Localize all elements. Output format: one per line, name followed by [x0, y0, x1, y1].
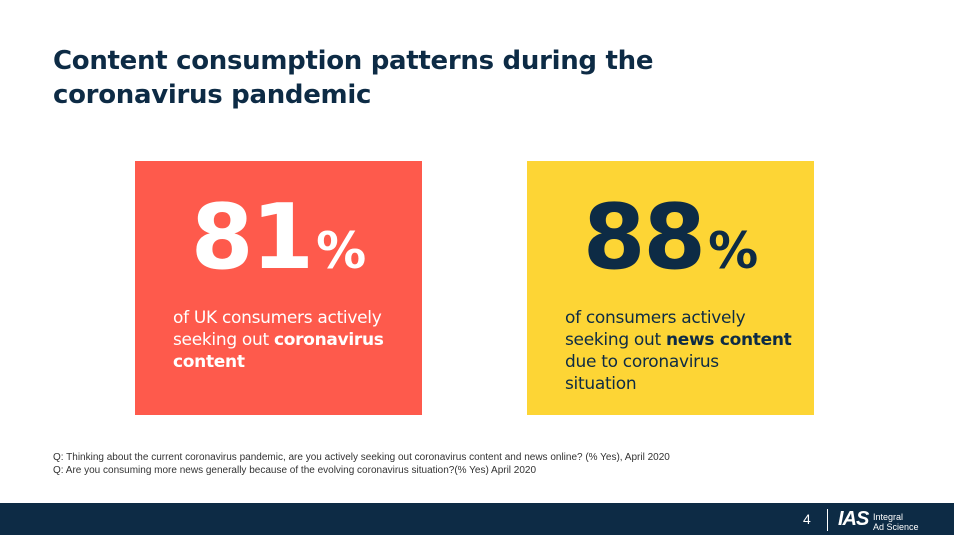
stat-description: of UK consumers actively seeking out cor… — [173, 307, 403, 373]
footer-divider — [827, 509, 828, 531]
stat-value: 81% — [135, 193, 422, 283]
stat-number: 88 — [582, 185, 706, 290]
ias-logo-icon: IAS — [838, 508, 869, 530]
logo-line-1: Integral — [873, 512, 904, 522]
stat-unit: % — [708, 222, 759, 280]
footnote-2: Q: Are you consuming more news generally… — [53, 465, 537, 476]
ias-logo-text: Integral Ad Science — [873, 512, 919, 532]
logo-line-2: Ad Science — [873, 522, 919, 532]
stat-number: 81 — [190, 185, 314, 290]
stat-unit: % — [316, 222, 367, 280]
page-title: Content consumption patterns during the … — [53, 46, 654, 110]
desc-highlight: coronavirus content — [173, 330, 384, 372]
footnote-1: Q: Thinking about the current coronaviru… — [53, 452, 670, 463]
stat-value: 88% — [527, 193, 814, 283]
stat-card-news-content: 88% of consumers actively seeking out ne… — [527, 161, 814, 415]
desc-text-end: due to coronavirus situation — [565, 352, 719, 394]
desc-highlight: news content — [665, 330, 792, 350]
page-number: 4 — [803, 511, 811, 527]
desc-text: of consumers actively seeking out — [565, 308, 746, 350]
stat-card-uk-coronavirus-content: 81% of UK consumers actively seeking out… — [135, 161, 422, 415]
footnotes: Q: Thinking about the current coronaviru… — [53, 451, 853, 477]
footer-bar: 4 IAS Integral Ad Science — [0, 503, 954, 535]
desc-text: of UK consumers actively seeking out — [173, 308, 382, 350]
stat-description: of consumers actively seeking out news c… — [565, 307, 795, 395]
